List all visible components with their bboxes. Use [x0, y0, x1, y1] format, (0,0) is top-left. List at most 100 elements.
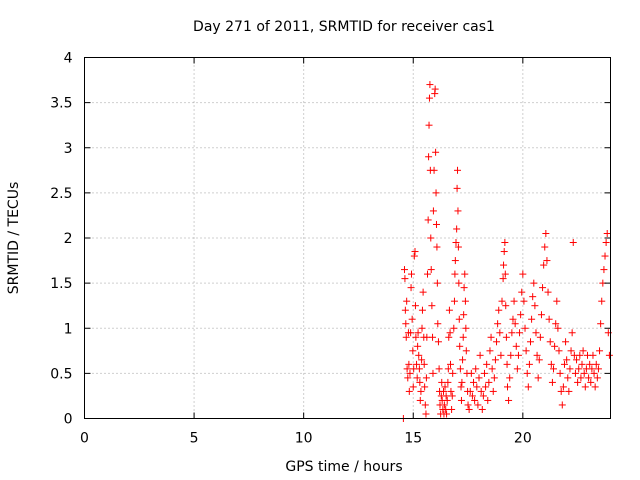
data-point: [553, 297, 561, 305]
data-point: [472, 365, 480, 373]
data-point: [471, 396, 479, 404]
data-point: [422, 374, 430, 382]
data-point: [450, 297, 458, 305]
data-point: [560, 360, 568, 368]
data-point: [491, 356, 499, 364]
data-point: [421, 383, 429, 391]
data-point: [558, 401, 566, 409]
data-point: [505, 396, 513, 404]
data-point: [456, 342, 464, 350]
data-point: [415, 351, 423, 359]
data-point: [509, 315, 517, 323]
data-point: [532, 329, 540, 337]
data-point: [448, 392, 456, 400]
data-point: [587, 378, 595, 386]
data-point: [482, 383, 490, 391]
data-point: [574, 378, 582, 386]
data-point: [555, 347, 563, 355]
data-point: [600, 266, 608, 274]
data-point: [442, 392, 450, 400]
data-point: [466, 387, 474, 395]
data-point: [454, 207, 462, 215]
data-point: [485, 378, 493, 386]
data-point: [498, 297, 506, 305]
data-point: [528, 315, 536, 323]
x-tick-label: 5: [190, 431, 199, 447]
data-point: [445, 333, 453, 341]
data-point: [433, 243, 441, 251]
data-point: [523, 369, 531, 377]
data-point: [432, 148, 440, 156]
data-point: [499, 275, 507, 283]
data-point: [407, 284, 415, 292]
data-point: [411, 302, 419, 310]
data-point: [401, 275, 409, 283]
data-point: [546, 338, 554, 346]
data-point: [443, 410, 451, 418]
data-point: [548, 378, 556, 386]
data-point: [446, 329, 454, 337]
data-point: [598, 297, 606, 305]
data-point: [567, 347, 575, 355]
data-point: [422, 410, 430, 418]
data-point: [578, 360, 586, 368]
data-point: [432, 220, 440, 228]
data-point: [444, 378, 452, 386]
data-point: [489, 387, 497, 395]
x-axis-label: GPS time / hours: [285, 459, 402, 475]
data-point: [477, 387, 485, 395]
data-point: [448, 405, 456, 413]
y-tick-label: 2.5: [50, 186, 72, 202]
data-point: [447, 360, 455, 368]
data-point: [513, 365, 521, 373]
data-point: [490, 374, 498, 382]
data-point: [431, 85, 439, 93]
data-point: [403, 365, 411, 373]
data-point: [494, 320, 502, 328]
data-point: [512, 342, 520, 350]
data-point: [459, 333, 467, 341]
data-point: [493, 338, 501, 346]
data-point: [518, 288, 526, 296]
data-point: [602, 239, 610, 247]
data-point: [484, 396, 492, 404]
data-point: [403, 297, 411, 305]
data-point: [407, 329, 415, 337]
data-point: [455, 315, 463, 323]
data-point: [418, 324, 426, 332]
data-point: [409, 347, 417, 355]
data-point: [540, 261, 548, 269]
y-tick-label: 1.5: [50, 276, 72, 292]
data-point: [543, 257, 551, 265]
data-point: [464, 401, 472, 409]
data-point: [524, 383, 532, 391]
data-point: [425, 153, 433, 161]
data-point: [533, 351, 541, 359]
data-point: [470, 378, 478, 386]
data-point: [502, 302, 510, 310]
data-point: [480, 369, 488, 377]
data-point: [575, 365, 583, 373]
data-point: [539, 284, 547, 292]
data-point: [510, 297, 518, 305]
data-point: [544, 288, 552, 296]
data-point: [405, 360, 413, 368]
data-point: [443, 396, 451, 404]
y-tick-label: 3.5: [50, 96, 72, 112]
data-point: [501, 239, 509, 247]
data-point: [435, 365, 443, 373]
data-point: [444, 365, 452, 373]
data-point: [451, 270, 459, 278]
data-point: [409, 383, 417, 391]
data-point: [562, 338, 570, 346]
data-point: [442, 405, 450, 413]
data-point: [495, 306, 503, 314]
data-point: [429, 369, 437, 377]
data-point: [535, 356, 543, 364]
data-point: [462, 347, 470, 355]
data-point: [529, 293, 537, 301]
data-point: [428, 302, 436, 310]
data-point: [468, 392, 476, 400]
y-tick-labels: 0 0.5 1 1.5 2 2.5 3 3.5 4: [50, 51, 72, 428]
data-point: [476, 351, 484, 359]
